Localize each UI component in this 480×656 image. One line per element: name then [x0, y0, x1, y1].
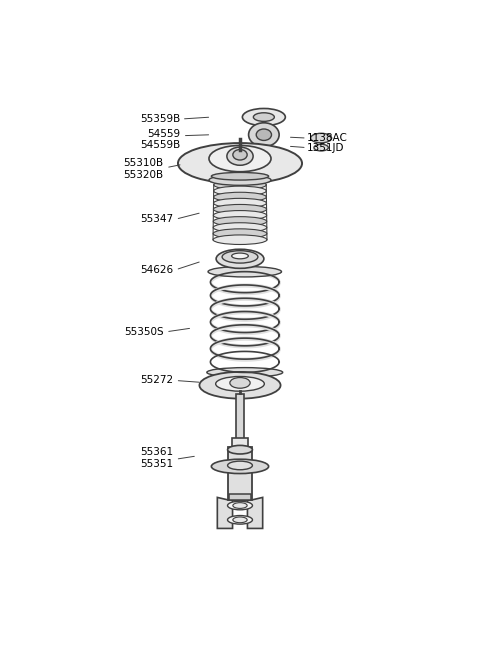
Ellipse shape: [214, 192, 266, 202]
Ellipse shape: [207, 367, 283, 377]
Ellipse shape: [314, 144, 328, 151]
Ellipse shape: [311, 133, 332, 143]
Ellipse shape: [228, 461, 252, 470]
Text: 55347: 55347: [140, 215, 173, 224]
Ellipse shape: [228, 501, 252, 510]
Bar: [229, 494, 251, 500]
Ellipse shape: [213, 235, 267, 245]
Bar: [236, 394, 244, 443]
Ellipse shape: [214, 186, 266, 195]
Ellipse shape: [253, 113, 275, 121]
Text: 55359B: 55359B: [140, 114, 180, 124]
Text: 54559
54559B: 54559 54559B: [140, 129, 180, 150]
Ellipse shape: [213, 211, 267, 220]
Ellipse shape: [199, 372, 281, 399]
Ellipse shape: [216, 377, 264, 391]
Bar: [228, 447, 252, 500]
Ellipse shape: [214, 180, 266, 190]
Text: 54626: 54626: [140, 265, 173, 275]
Ellipse shape: [233, 150, 247, 160]
Ellipse shape: [232, 253, 248, 259]
Text: 55272: 55272: [140, 375, 173, 386]
Ellipse shape: [178, 143, 302, 184]
Polygon shape: [248, 497, 263, 529]
Bar: [232, 438, 248, 452]
Ellipse shape: [256, 129, 272, 140]
Text: 55310B
55320B: 55310B 55320B: [123, 158, 164, 180]
Ellipse shape: [228, 516, 252, 524]
Text: 55350S: 55350S: [124, 327, 164, 337]
Ellipse shape: [216, 249, 264, 268]
Ellipse shape: [213, 216, 267, 226]
Ellipse shape: [213, 223, 267, 232]
Text: 55361
55351: 55361 55351: [140, 447, 173, 468]
Ellipse shape: [214, 198, 266, 208]
Ellipse shape: [227, 147, 253, 165]
Ellipse shape: [233, 502, 247, 508]
Ellipse shape: [230, 378, 250, 388]
Ellipse shape: [242, 108, 285, 126]
Ellipse shape: [249, 123, 279, 147]
Text: 1138AC: 1138AC: [307, 133, 348, 143]
Ellipse shape: [211, 459, 269, 474]
Ellipse shape: [214, 205, 266, 214]
Text: 1351JD: 1351JD: [307, 142, 344, 153]
Polygon shape: [217, 497, 232, 529]
Ellipse shape: [209, 146, 271, 172]
Ellipse shape: [213, 229, 267, 238]
Ellipse shape: [211, 173, 269, 180]
Ellipse shape: [208, 266, 281, 277]
Ellipse shape: [228, 445, 252, 454]
Ellipse shape: [222, 251, 258, 263]
Ellipse shape: [233, 517, 247, 523]
Ellipse shape: [209, 174, 271, 185]
